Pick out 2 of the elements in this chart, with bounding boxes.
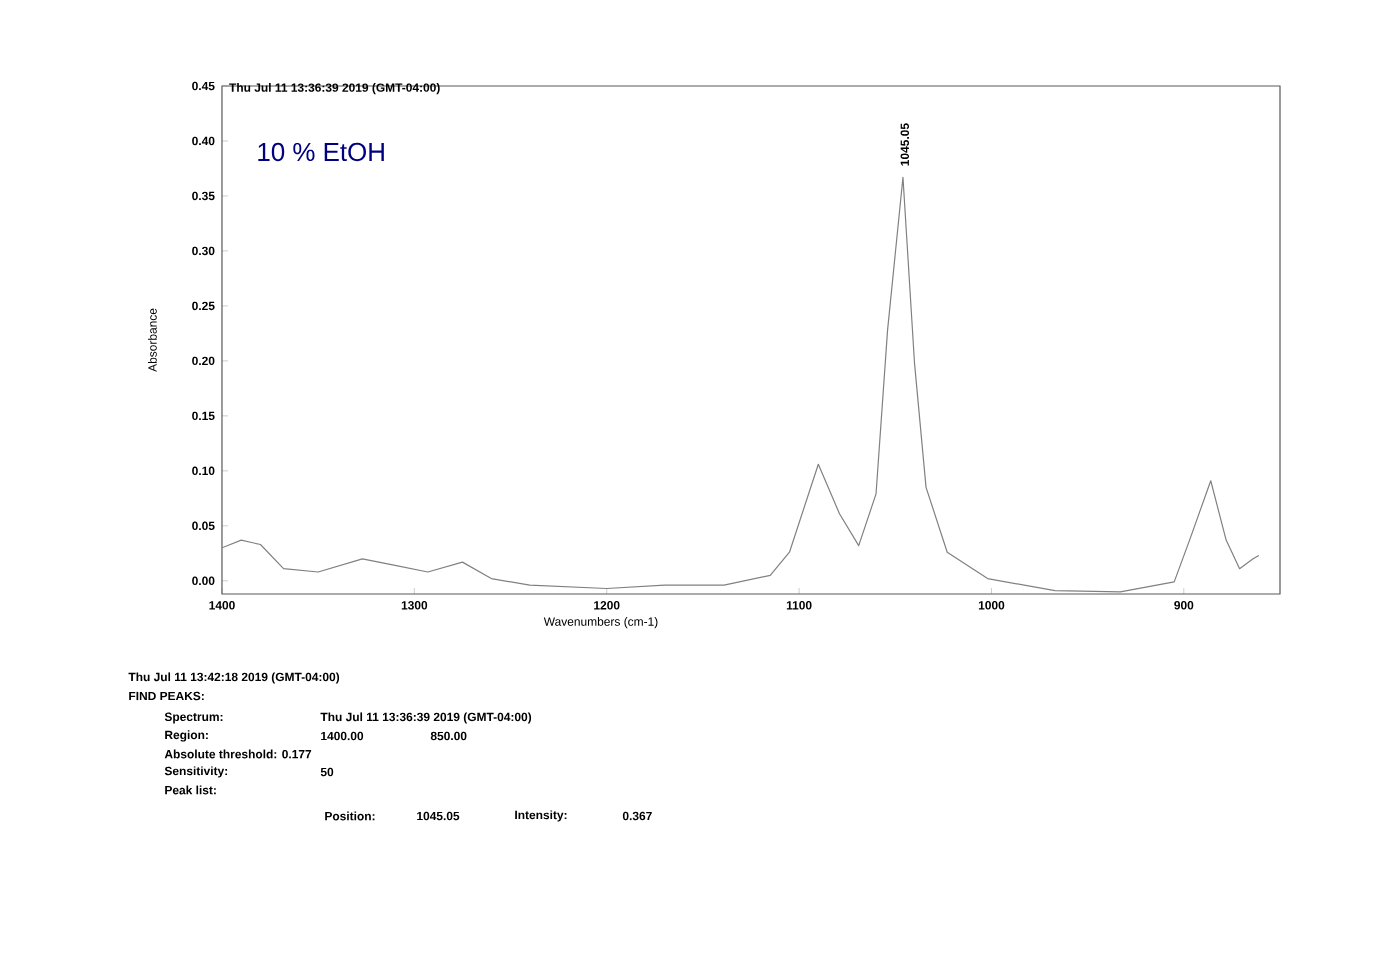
line-series xyxy=(221,176,1260,593)
annotation: 10 % EtOH xyxy=(258,142,384,162)
